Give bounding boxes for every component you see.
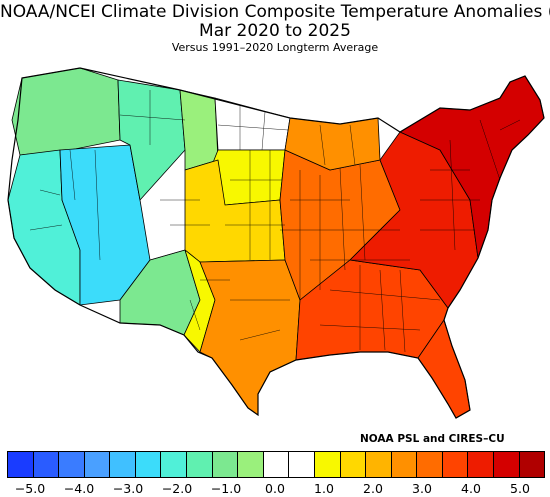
legend-tick-labels: −5.0 −4.0 −3.0 −2.0 −1.0 0.0 1.0 2.0 3.0 4.0 5.0 [0, 481, 550, 497]
legend-swatch [160, 451, 188, 478]
legend-swatch [492, 451, 520, 478]
northern-rockies-region [179, 89, 219, 171]
climate-division-boundary [359, 164, 366, 261]
legend-tick-label: −1.0 [210, 481, 242, 496]
map-title: NOAA/NCEI Climate Division Composite Tem… [0, 2, 550, 22]
climate-division-boundary [399, 269, 406, 353]
climate-division-boundary [39, 189, 61, 196]
map-subtitle: Versus 1991–2020 Longterm Average [171, 41, 379, 54]
us-climate-division-map [7, 67, 545, 419]
climate-division-boundary [339, 167, 346, 271]
us-outline [7, 67, 545, 419]
northern-plains-region [214, 97, 291, 151]
legend-swatch [83, 451, 111, 478]
climate-division-boundary [449, 139, 456, 251]
color-legend [7, 451, 546, 478]
climate-division-boundary [319, 124, 326, 166]
legend-tick-label: 5.0 [510, 481, 530, 496]
climate-division-boundary [319, 324, 421, 331]
climate-division-boundary [479, 119, 501, 181]
climate-division-boundary [117, 79, 121, 141]
climate-division-boundary [239, 329, 281, 341]
pacific-northwest-region [11, 67, 121, 156]
climate-division-boundary [499, 119, 521, 131]
climate-division-boundary [217, 124, 289, 131]
legend-tick-label: −2.0 [161, 481, 193, 496]
legend-swatch [7, 451, 34, 478]
source-credit: NOAA PSL and CIRES–CU [360, 433, 505, 445]
climate-division-boundary [379, 269, 386, 351]
legend-swatch [467, 451, 494, 478]
climate-division-boundary [69, 149, 76, 201]
climate-division-boundary [119, 114, 186, 121]
legend-tick-label: 2.0 [363, 481, 383, 496]
legend-tick-label: 4.0 [461, 481, 481, 496]
legend-swatch [313, 451, 341, 478]
legend-tick-label: −5.0 [14, 481, 46, 496]
climate-division-boundary [189, 299, 201, 331]
climate-division-boundary [149, 249, 186, 261]
legend-swatch [58, 451, 85, 478]
legend-swatch [441, 451, 469, 478]
legend-tick-label: −4.0 [63, 481, 95, 496]
legend-swatch [262, 451, 290, 478]
climate-division-boundary [59, 149, 63, 201]
legend-swatch [237, 451, 264, 478]
map-date-range: Mar 2020 to 2025 [199, 21, 351, 41]
legend-tick-label: 1.0 [314, 481, 334, 496]
legend-swatch [518, 451, 546, 478]
legend-swatch [288, 451, 315, 478]
legend-swatch [211, 451, 239, 478]
legend-tick-label: 3.0 [412, 481, 432, 496]
legend-swatch [134, 451, 162, 478]
legend-swatch [365, 451, 392, 478]
climate-division-boundary [329, 289, 441, 301]
climate-division-boundary [94, 149, 101, 261]
legend-swatch [32, 451, 60, 478]
climate-division-boundary [29, 224, 63, 231]
legend-swatch [109, 451, 136, 478]
legend-swatch [416, 451, 443, 478]
legend-tick-label: 0.0 [265, 481, 285, 496]
legend-swatch [339, 451, 367, 478]
legend-swatch [390, 451, 418, 478]
climate-division-boundary [261, 111, 266, 151]
legend-swatch [186, 451, 213, 478]
climate-division-boundary [129, 144, 141, 201]
legend-tick-label: −3.0 [112, 481, 144, 496]
climate-division-boundary [349, 124, 356, 166]
